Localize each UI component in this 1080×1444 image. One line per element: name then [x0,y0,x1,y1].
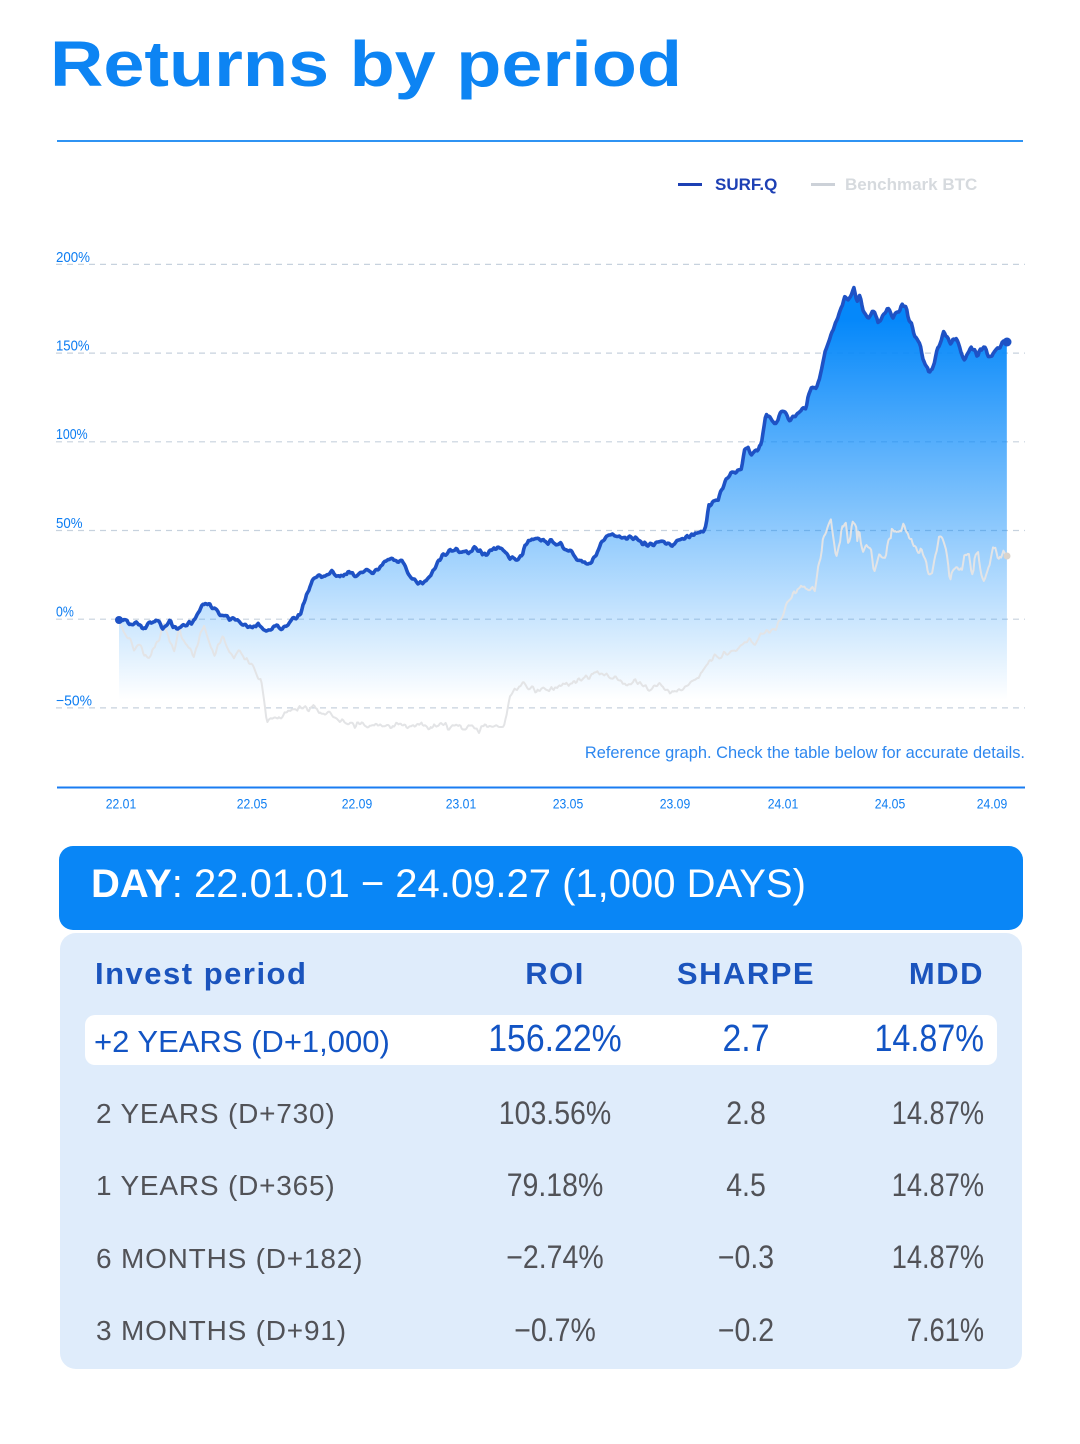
svg-text:22.05: 22.05 [237,797,268,812]
svg-text:23.05: 23.05 [553,797,584,812]
svg-text:23.01: 23.01 [446,797,477,812]
svg-text:22.01: 22.01 [106,797,137,812]
svg-text:22.09: 22.09 [342,797,373,812]
svg-text:150%: 150% [56,338,90,355]
svg-text:−50%: −50% [56,692,92,709]
svg-text:200%: 200% [56,249,90,266]
svg-text:23.09: 23.09 [660,797,691,812]
svg-text:100%: 100% [56,426,88,443]
svg-text:24.05: 24.05 [875,797,906,812]
svg-text:24.01: 24.01 [768,797,799,812]
svg-text:0%: 0% [56,604,74,621]
svg-text:50%: 50% [56,515,83,532]
svg-text:24.09: 24.09 [977,797,1008,812]
